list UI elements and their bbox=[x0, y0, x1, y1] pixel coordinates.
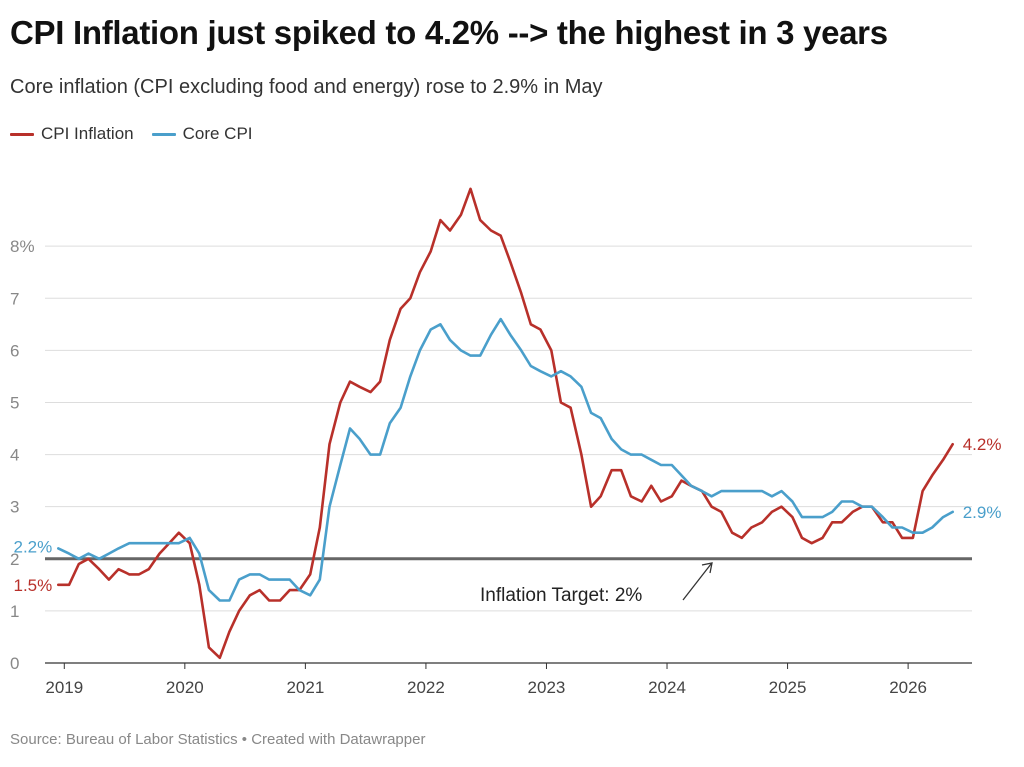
legend-item-cpi: CPI Inflation bbox=[10, 124, 134, 144]
x-tick-label: 2026 bbox=[889, 678, 927, 697]
y-tick-label: 4 bbox=[10, 446, 19, 465]
series-line-core bbox=[56, 317, 955, 602]
x-tick-label: 2020 bbox=[166, 678, 204, 697]
chart-subtitle: Core inflation (CPI excluding food and e… bbox=[10, 76, 603, 98]
legend-item-core: Core CPI bbox=[151, 124, 253, 144]
x-tick-label: 2023 bbox=[528, 678, 566, 697]
source-footer: Source: Bureau of Labor Statistics • Cre… bbox=[10, 731, 426, 748]
y-tick-label: 2 bbox=[10, 550, 19, 569]
annotation-arrow-head bbox=[701, 562, 713, 574]
x-tick-label: 2019 bbox=[45, 678, 83, 697]
y-tick-label: 7 bbox=[10, 289, 19, 308]
x-tick-label: 2022 bbox=[407, 678, 445, 697]
y-tick-label: 1 bbox=[10, 602, 19, 621]
legend-label-core: Core CPI bbox=[182, 124, 253, 143]
x-tick-label: 2025 bbox=[769, 678, 807, 697]
annotation-arrow-line bbox=[682, 563, 712, 601]
cpi-end-label: 4.2% bbox=[963, 435, 1002, 454]
y-tick-label: 0 bbox=[10, 654, 19, 673]
chart-title: CPI Inflation just spiked to 4.2% --> th… bbox=[10, 14, 888, 51]
legend-swatch-cpi bbox=[10, 132, 34, 136]
y-tick-label: 6 bbox=[10, 341, 19, 360]
core-start-label: 2.2% bbox=[14, 537, 53, 556]
y-tick-label: 8% bbox=[10, 237, 35, 256]
series-line-cpi bbox=[56, 187, 955, 660]
legend: CPI Inflation Core CPI bbox=[10, 124, 271, 144]
y-tick-label: 5 bbox=[10, 393, 19, 412]
x-tick-label: 2024 bbox=[648, 678, 686, 697]
legend-swatch-core bbox=[151, 132, 176, 136]
x-tick-label: 2021 bbox=[286, 678, 324, 697]
target-annotation-label: Inflation Target: 2% bbox=[480, 585, 642, 606]
cpi-start-label: 1.5% bbox=[14, 576, 53, 595]
y-tick-label: 3 bbox=[10, 498, 19, 517]
core-end-label: 2.9% bbox=[963, 503, 1002, 522]
legend-label-cpi: CPI Inflation bbox=[41, 124, 134, 143]
